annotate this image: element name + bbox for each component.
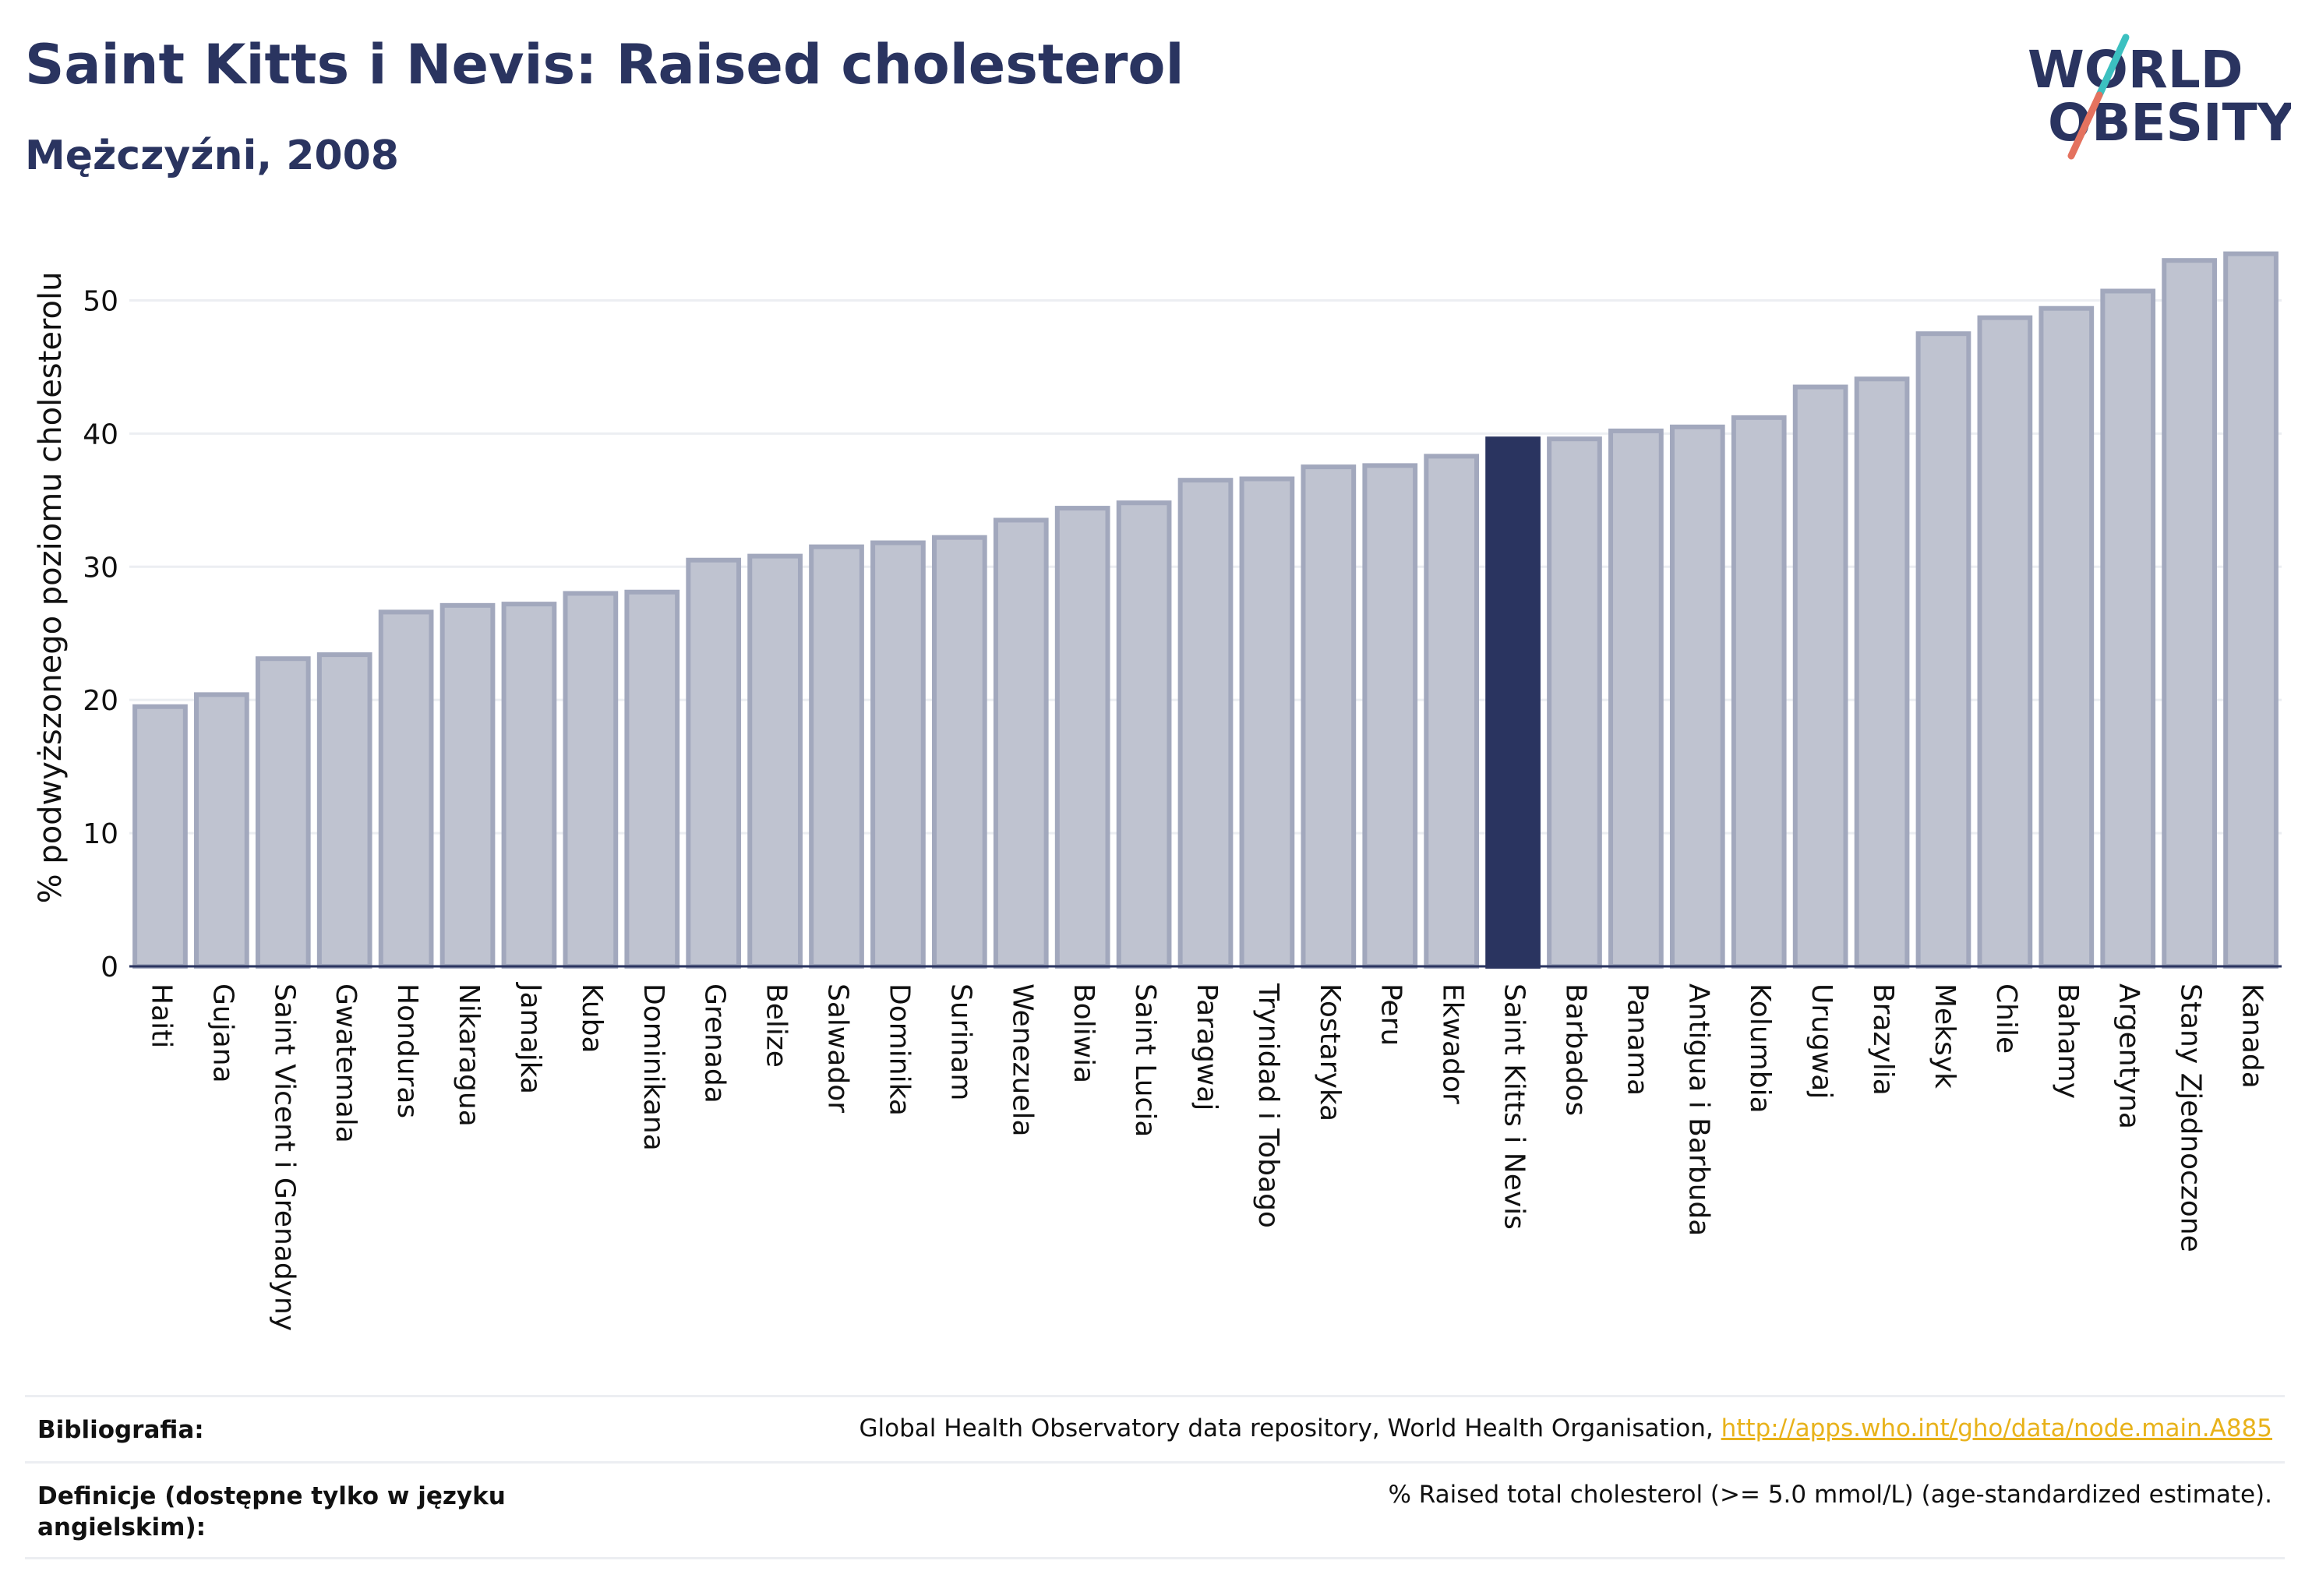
footer-table: Bibliografia: Global Health Observatory … <box>25 1395 2285 1559</box>
bar[interactable] <box>1915 331 1971 969</box>
definition-row: Definicje (dostępne tylko w języku angie… <box>25 1461 2285 1559</box>
bar[interactable] <box>809 544 864 969</box>
x-tick-label: Barbados <box>1559 983 1591 1116</box>
bibliography-row: Bibliografia: Global Health Observatory … <box>25 1395 2285 1461</box>
bar[interactable] <box>1669 424 1725 969</box>
x-tick-label: Ekwador <box>1437 983 1469 1104</box>
bar[interactable] <box>686 557 742 969</box>
bibliography-label: Bibliografia: <box>37 1416 204 1444</box>
bibliography-link[interactable]: http://apps.who.int/gho/data/node.main.A… <box>1721 1414 2272 1442</box>
y-tick-label: 50 <box>83 285 118 317</box>
y-tick-label: 30 <box>83 552 118 584</box>
y-tick-label: 20 <box>83 685 118 717</box>
logo-slash-top <box>2095 34 2130 99</box>
x-tick-label: Kuba <box>576 983 608 1054</box>
x-tick-label: Boliwia <box>1068 983 1100 1083</box>
bar[interactable] <box>194 692 249 969</box>
x-tick-label: Jamajka <box>514 982 546 1094</box>
bar[interactable] <box>1731 415 1787 969</box>
chart-subtitle: Mężczyźni, 2008 <box>25 132 399 179</box>
x-tick-label: Grenada <box>699 983 731 1103</box>
bar[interactable] <box>1116 500 1172 969</box>
bar[interactable] <box>2038 305 2095 969</box>
x-tick-label: Urugwaj <box>1806 983 1837 1099</box>
bar[interactable] <box>2100 288 2156 969</box>
x-tick-label: Belize <box>761 983 792 1068</box>
bar[interactable] <box>747 553 803 969</box>
x-tick-label: Saint Lucia <box>1129 983 1161 1137</box>
bar[interactable] <box>563 591 619 969</box>
definition-label: Definicje (dostępne tylko w języku angie… <box>37 1482 506 1541</box>
bibliography-text: Global Health Observatory data repositor… <box>859 1414 1721 1442</box>
bar-highlighted[interactable] <box>1485 436 1541 969</box>
bar[interactable] <box>931 535 987 969</box>
x-tick-label: Bahamy <box>2052 983 2084 1099</box>
bar[interactable] <box>1608 428 1664 969</box>
bibliography-value: Global Health Observatory data repositor… <box>860 1414 2272 1442</box>
x-tick-label: Surinam <box>944 983 976 1100</box>
x-tick-label: Haiti <box>145 983 177 1048</box>
bar[interactable] <box>1854 376 1910 969</box>
bar[interactable] <box>1424 454 1480 969</box>
bar[interactable] <box>1547 436 1602 969</box>
bar[interactable] <box>255 656 311 969</box>
x-tick-label: Brazylia <box>1867 983 1899 1096</box>
x-tick-label: Peru <box>1375 983 1407 1046</box>
x-tick-label: Dominika <box>883 983 915 1116</box>
logo-slash-bottom <box>2067 91 2103 160</box>
x-tick-label: Gwatemala <box>330 983 362 1143</box>
bar[interactable] <box>1239 476 1295 969</box>
bar[interactable] <box>870 540 926 969</box>
x-tick-label: Honduras <box>391 983 423 1118</box>
x-tick-label: Chile <box>1990 983 2022 1054</box>
y-tick-label: 0 <box>101 952 118 983</box>
x-tick-label: Gujana <box>206 983 238 1083</box>
bar[interactable] <box>993 517 1049 969</box>
x-tick-label: Panama <box>1621 983 1653 1096</box>
bar-chart: 0 10 20 30 40 50 Haiti Gujana Saint Vicent i Gre… <box>33 251 2282 1331</box>
x-tick-label: Paragwaj <box>1191 983 1223 1110</box>
y-tick-label: 40 <box>83 418 118 450</box>
x-tick-label: Wenezuela <box>1006 983 1038 1137</box>
bar[interactable] <box>1301 464 1357 969</box>
chart-title: Saint Kitts i Nevis: Raised cholesterol <box>25 33 1184 97</box>
bar[interactable] <box>501 602 557 969</box>
x-tick-label: Salwador <box>822 983 854 1113</box>
x-tick-label: Trynidad i Tobago <box>1252 983 1284 1228</box>
x-tick-label: Argentyna <box>2113 983 2145 1129</box>
logo-line-1: WORLD <box>2028 40 2243 100</box>
y-axis-label: % podwyższonego poziomu cholesterolu <box>33 272 69 904</box>
x-tick-label: Meksyk <box>1929 983 1961 1089</box>
x-tick-label: Stany Zjednoczone <box>2175 983 2207 1252</box>
definition-value: % Raised total cholesterol (>= 5.0 mmol/… <box>1388 1481 2272 1509</box>
x-tick-label: Saint Kitts i Nevis <box>1498 983 1530 1230</box>
bar[interactable] <box>316 652 372 969</box>
bar[interactable] <box>624 589 680 969</box>
bar[interactable] <box>2162 258 2217 969</box>
bar[interactable] <box>1977 315 2033 969</box>
x-tick-label: Dominikana <box>637 983 669 1151</box>
y-tick-label: 10 <box>83 818 118 850</box>
world-obesity-logo[interactable]: WORLD OBESITY <box>2026 31 2291 171</box>
x-tick-label: Saint Vicent i Grenadyny <box>268 983 300 1331</box>
bars <box>132 251 2279 969</box>
axes: 0 10 20 30 40 50 Haiti Gujana Saint Vicent i Gre… <box>83 285 2282 1331</box>
x-tick-label: Nikaragua <box>453 983 485 1127</box>
x-tick-label: Antigua i Barbuda <box>1682 983 1714 1236</box>
x-tick-label: Kolumbia <box>1744 983 1776 1114</box>
bar[interactable] <box>439 602 496 969</box>
x-tick-label: Kanada <box>2236 983 2268 1089</box>
bar[interactable] <box>1054 506 1110 969</box>
x-tick-label: Kostaryka <box>1314 983 1346 1121</box>
bar[interactable] <box>1362 463 1418 969</box>
bar[interactable] <box>2223 251 2279 969</box>
bar[interactable] <box>132 704 188 969</box>
bar[interactable] <box>378 609 434 969</box>
bar[interactable] <box>1792 384 1848 969</box>
bar[interactable] <box>1177 478 1234 969</box>
